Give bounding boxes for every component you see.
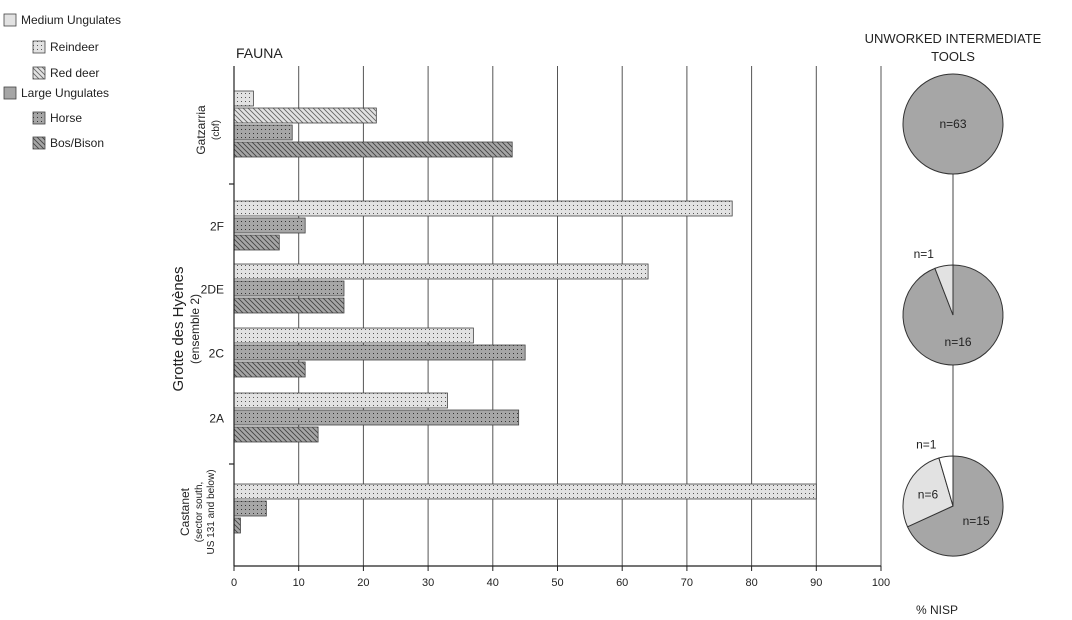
axes: 0 10 20 30 40 50 60 70 80 90 100	[229, 66, 890, 589]
bar-2a-reindeer	[233, 392, 448, 409]
pie-charts: n=63 n=16 n=1 n=15 n=6 n=1	[902, 73, 1004, 557]
site-sublabel-gatzarria: (cbf)	[211, 120, 222, 140]
pie-castanet-label-n-15: n=15	[963, 514, 990, 528]
legend-swatch-large-ungulates	[3, 86, 17, 100]
pie-castanet-slice-n-6	[902, 457, 954, 528]
legend-label-bos-bison: Bos/Bison	[50, 136, 104, 150]
bar-castanet-bos-bison	[233, 517, 241, 534]
x-tick-label-60: 60	[616, 577, 628, 589]
bar-2c-bos-bison	[233, 361, 306, 378]
x-tick-label-10: 10	[293, 577, 305, 589]
pie-castanet-slice-n-1	[938, 455, 954, 507]
category-label-2a: 2A	[209, 412, 224, 426]
bar-2f-bos-bison	[233, 234, 280, 251]
pies-title-line1: UNWORKED INTERMEDIATE	[865, 31, 1042, 46]
x-tick-label-50: 50	[551, 577, 563, 589]
bar-2f-reindeer	[233, 200, 733, 217]
bar-2de-reindeer	[233, 263, 649, 280]
site-sublabel-castanet-2: US 131 and below)	[206, 469, 217, 554]
category-label-2f: 2F	[210, 220, 224, 234]
site-label-castanet: Castanet	[178, 487, 192, 536]
legend-swatch-horse	[32, 111, 46, 125]
legend-swatch-bos-bison	[32, 136, 46, 150]
bar-2a-bos-bison	[233, 426, 319, 443]
legend: Medium Ungulates Reindeer Red deer Large Un…	[3, 13, 121, 150]
pie-gatzarria-slice-n-63	[902, 73, 1004, 175]
bar-2de-horse	[233, 280, 345, 297]
bar-gatzarria-red-deer	[233, 107, 377, 124]
x-tick-label-80: 80	[745, 577, 757, 589]
legend-label-reindeer: Reindeer	[50, 40, 99, 54]
bar-2a-horse	[233, 409, 520, 426]
x-tick-label-90: 90	[810, 577, 822, 589]
category-label-2de: 2DE	[201, 283, 224, 297]
bar-2de-bos-bison	[233, 297, 345, 314]
x-tick-label-70: 70	[681, 577, 693, 589]
pie-gatzarria-label-n-63: n=63	[939, 117, 966, 131]
bar-gatzarria-horse	[233, 124, 293, 141]
chart-title: FAUNA	[236, 45, 283, 61]
y-axis-label: Grotte des Hyènes	[170, 266, 187, 391]
bar-castanet-horse	[233, 500, 267, 517]
pie-grotte-des-hy-nes-label-n-16: n=16	[945, 335, 972, 349]
pie-castanet-slice-n-15	[906, 455, 1004, 557]
x-axis-label: % NISP	[916, 603, 958, 617]
x-tick-label-20: 20	[357, 577, 369, 589]
bars: 2F 2DE 2C 2A Gatzarria (cbf) Castanet (sector s…	[178, 90, 817, 555]
legend-swatch-reindeer	[32, 40, 46, 54]
x-tick-label-100: 100	[872, 577, 890, 589]
legend-label-red-deer: Red deer	[50, 66, 99, 80]
x-tick-label-30: 30	[422, 577, 434, 589]
x-tick-label-40: 40	[487, 577, 499, 589]
legend-label-horse: Horse	[50, 111, 82, 125]
legend-label-large-ungulates: Large Ungulates	[21, 86, 109, 100]
bar-castanet-reindeer	[233, 483, 817, 500]
bar-2c-horse	[233, 344, 526, 361]
pie-castanet-label-n-1: n=1	[916, 438, 937, 452]
category-label-2c: 2C	[209, 347, 225, 361]
pie-grotte-des-hy-nes-label-n-1: n=1	[914, 247, 935, 261]
pies-title-line2: TOOLS	[931, 49, 975, 64]
pie-grotte-des-hy-nes-slice-n-1	[934, 264, 954, 316]
legend-swatch-red-deer	[32, 66, 46, 80]
x-tick-label-0: 0	[231, 577, 237, 589]
site-sublabel-castanet-1: (sector south,	[194, 482, 205, 543]
bar-gatzarria-reindeer	[233, 90, 254, 107]
bar-gatzarria-bos-bison	[233, 141, 513, 158]
bar-2f-horse	[233, 217, 306, 234]
legend-label-medium-ungulates: Medium Ungulates	[21, 13, 121, 27]
legend-swatch-medium-ungulates	[3, 13, 17, 27]
bar-2c-reindeer	[233, 327, 474, 344]
site-label-gatzarria: Gatzarria	[194, 105, 208, 155]
y-axis-sublabel: (ensemble 2)	[188, 294, 202, 364]
pie-castanet-label-n-6: n=6	[918, 488, 939, 502]
